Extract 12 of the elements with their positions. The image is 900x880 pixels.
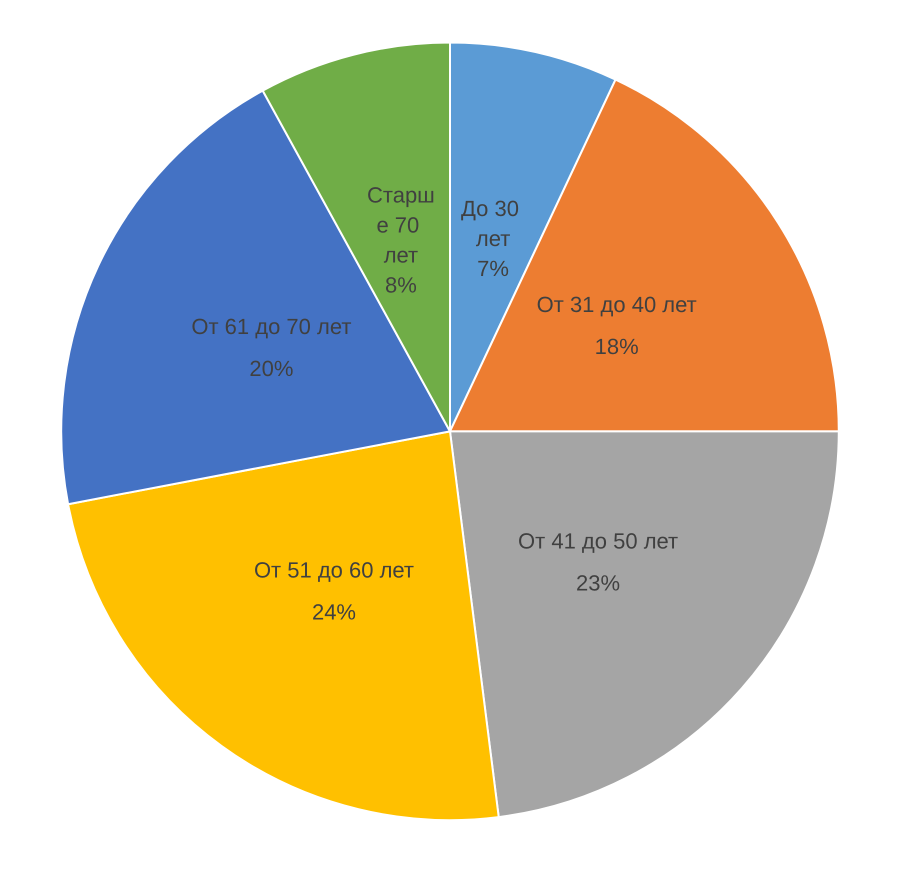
slice-label: До 30 лет <box>461 196 526 252</box>
slice-label: От 31 до 40 лет <box>536 292 697 318</box>
data-label: 18% <box>594 334 639 360</box>
slice-label: Старше 70 лет <box>366 182 435 268</box>
data-label: 24% <box>312 600 356 625</box>
slice-label: От 51 до 60 лет <box>254 558 414 583</box>
data-label: 23% <box>576 570 620 596</box>
data-label: 7% <box>477 256 509 282</box>
data-label: 8% <box>385 272 417 298</box>
slice-label: От 61 до 70 лет <box>191 314 352 339</box>
data-label: 20% <box>249 356 294 381</box>
slice-label: От 41 до 50 лет <box>518 528 678 554</box>
